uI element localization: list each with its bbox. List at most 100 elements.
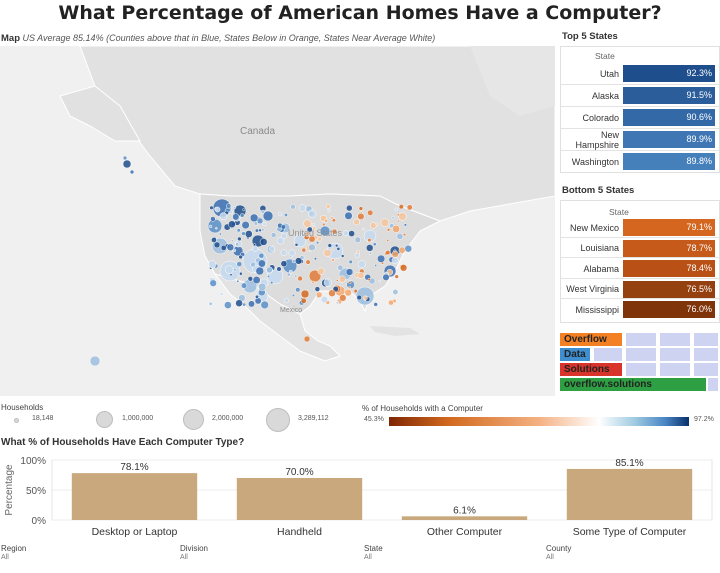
county-dot: [249, 213, 259, 223]
bottom5-state-name: West Virginia: [566, 284, 619, 294]
county-dot: [398, 246, 406, 254]
solutions-row: Solutions: [560, 363, 718, 376]
county-dot: [386, 238, 390, 242]
county-dot: [241, 221, 250, 230]
county-dot: [338, 275, 346, 283]
bar: [401, 516, 528, 520]
filter-county[interactable]: County All: [546, 544, 571, 561]
x-category-label: Handheld: [277, 526, 322, 538]
county-dot: [229, 273, 233, 277]
county-dot: [269, 246, 276, 252]
county-dot: [297, 275, 303, 282]
county-dot: [213, 241, 221, 249]
map-caption-note: (Counties above that in Blue, States Bel…: [106, 33, 436, 43]
top5-row[interactable]: Washington 89.8%: [561, 151, 719, 172]
top5-row[interactable]: Utah 92.3%: [561, 63, 719, 84]
county-dot: [314, 286, 321, 292]
bottom5-row[interactable]: New Mexico 79.1%: [561, 217, 719, 238]
county-dot: [252, 276, 261, 284]
cuba-landmass: [370, 326, 420, 336]
county-dot: [224, 265, 234, 274]
county-dot: [230, 301, 233, 305]
county-dot: [284, 298, 289, 304]
bar-value-label: 78.1%: [120, 462, 148, 473]
county-dot: [288, 269, 293, 274]
county-dot: [391, 250, 399, 258]
county-dot: [316, 291, 323, 298]
bottom5-state-name: Mississippi: [575, 304, 619, 315]
county-dot: [254, 228, 259, 233]
county-dot: [337, 264, 344, 271]
county-dot: [324, 218, 329, 223]
county-dot: [270, 281, 274, 285]
county-dot: [323, 248, 332, 257]
y-tick-label: 100%: [20, 456, 46, 467]
bottom5-row[interactable]: Alabama 78.4%: [561, 258, 719, 279]
filter-division-value[interactable]: All: [180, 554, 188, 561]
top5-row[interactable]: Colorado 90.6%: [561, 107, 719, 128]
filter-county-value[interactable]: All: [546, 554, 554, 561]
dashboard-title: What Percentage of American Homes Have a…: [58, 2, 662, 24]
county-dot: [367, 209, 374, 216]
county-dot: [391, 256, 399, 264]
county-dot: [398, 204, 404, 210]
filter-division[interactable]: Division All: [180, 544, 208, 561]
county-dot: [348, 286, 352, 290]
bottom5-row[interactable]: West Virginia 76.5%: [561, 279, 719, 300]
county-dot: [386, 228, 391, 232]
county-dot: [240, 213, 245, 218]
map-caption-label: Map: [1, 33, 20, 44]
county-dot: [378, 279, 382, 283]
county-dot: [209, 205, 214, 210]
county-dot: [406, 204, 413, 211]
county-dot: [288, 249, 296, 257]
filter-state-value[interactable]: All: [364, 554, 372, 561]
county-dot: [270, 232, 277, 238]
county-dot: [219, 212, 228, 221]
size-legend-label-4: 3,289,112: [298, 415, 329, 422]
bottom5-value-bar: 76.5%: [623, 280, 715, 298]
county-dot: [315, 240, 320, 245]
county-dot: [255, 266, 265, 276]
county-dot: [357, 260, 366, 269]
county-dot: [294, 242, 299, 247]
county-dot: [242, 302, 247, 307]
map-caption-average: US Average 85.14%: [22, 33, 104, 43]
filter-region[interactable]: Region All: [1, 544, 26, 561]
county-dot: [260, 300, 269, 310]
county-dot: [129, 169, 135, 175]
size-legend-circle-1: [14, 418, 19, 423]
county-dot: [226, 243, 235, 252]
filter-region-value[interactable]: All: [1, 554, 9, 561]
map-canvas[interactable]: Canada United States Mexico: [0, 46, 555, 396]
county-map[interactable]: Canada United States Mexico: [0, 46, 555, 396]
county-dot: [209, 279, 217, 287]
county-dot: [311, 280, 315, 285]
percent-legend-min: 45.3%: [364, 416, 384, 423]
overflow-row: Overflow: [560, 333, 718, 346]
county-dot: [258, 282, 267, 291]
county-dot: [380, 218, 390, 227]
county-dot: [122, 155, 128, 161]
top5-state-name: Alaska: [591, 90, 619, 101]
county-dot: [308, 235, 316, 243]
top5-row[interactable]: Alaska 91.5%: [561, 85, 719, 106]
county-dot: [348, 281, 352, 284]
county-dot: [298, 204, 306, 212]
county-dot: [219, 292, 224, 296]
county-dot: [220, 244, 227, 251]
county-dot: [392, 289, 399, 295]
county-dot: [331, 228, 338, 235]
percent-legend-max: 97.2%: [694, 416, 714, 423]
bottom5-row[interactable]: Mississippi 76.0%: [561, 299, 719, 320]
filter-state[interactable]: State All: [364, 544, 383, 561]
bottom5-row[interactable]: Louisiana 78.7%: [561, 238, 719, 259]
bottom5-value-bar: 78.4%: [623, 260, 715, 277]
filter-county-label: County: [546, 544, 572, 553]
county-dot: [344, 211, 353, 220]
county-dot: [276, 266, 282, 272]
county-dot: [225, 203, 232, 209]
county-dot: [311, 223, 316, 227]
top5-row[interactable]: New Hampshire 89.9%: [561, 129, 719, 150]
computer-type-chart: 100% 50% 0% Percentage 78.1% Desktop or Lapto…: [0, 450, 720, 545]
